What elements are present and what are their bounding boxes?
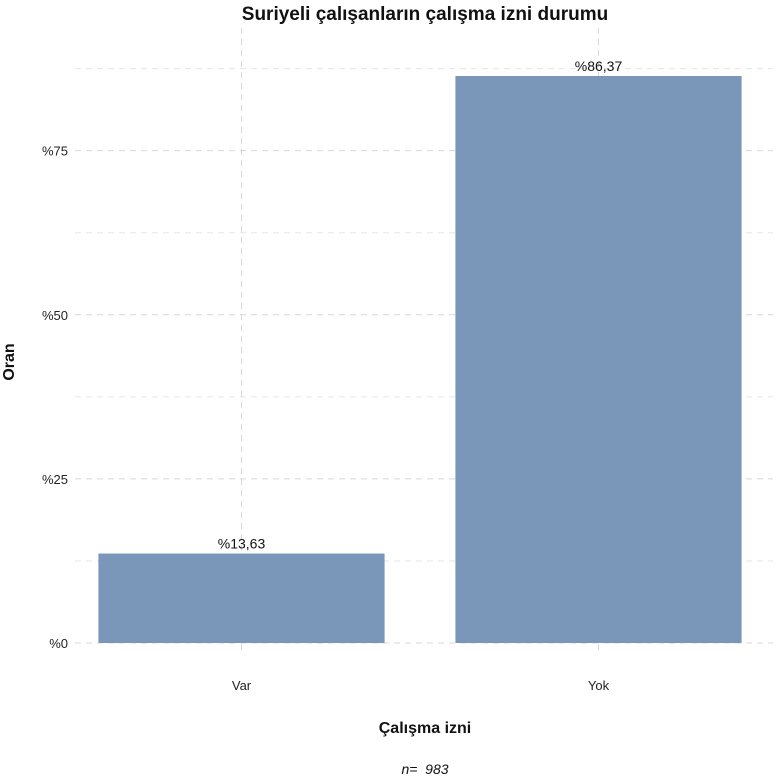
data-label: %13,63 xyxy=(218,536,266,552)
y-tick-label: %0 xyxy=(49,636,68,651)
data-label: %86,37 xyxy=(575,58,623,74)
x-axis-title: Çalışma izni xyxy=(379,720,471,737)
chart-title: Suriyeli çalışanların çalışma izni durum… xyxy=(242,4,608,25)
y-tick-label: %50 xyxy=(42,308,68,323)
data-labels: %13,63 %86,37 xyxy=(218,58,623,552)
bar-yok xyxy=(455,76,742,643)
y-axis-ticks: %0 %25 %50 %75 xyxy=(42,144,68,651)
sample-size-caption: n= 983 xyxy=(401,761,448,777)
bar-var xyxy=(98,553,385,643)
x-axis-ticks: Var Yok xyxy=(232,678,610,693)
x-tick-label: Var xyxy=(232,678,252,693)
x-tick-label: Yok xyxy=(588,678,610,693)
y-tick-label: %75 xyxy=(42,144,68,159)
bars xyxy=(98,76,742,643)
y-tick-label: %25 xyxy=(42,472,68,487)
y-axis-title: Oran xyxy=(1,343,18,380)
